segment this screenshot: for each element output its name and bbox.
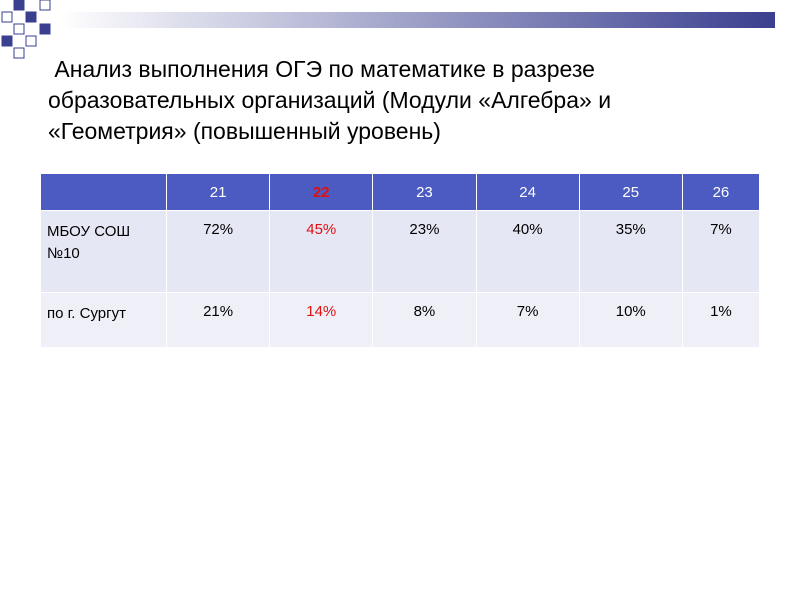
table-row: МБОУ СОШ №10 72% 45% 23% 40% 35% 7% <box>40 210 761 293</box>
column-header: 24 <box>475 173 580 211</box>
row-label-cell: по г. Сургут <box>40 292 167 348</box>
table-cell: 8% <box>372 292 477 348</box>
table-cell: 40% <box>475 210 580 293</box>
table-cell: 7% <box>681 210 761 293</box>
table-cell: 21% <box>165 292 271 348</box>
row-label: МБОУ СОШ №10 <box>47 223 131 262</box>
row-label: по г. Сургут <box>47 305 126 322</box>
column-header: 21 <box>165 173 271 211</box>
table-cell: 10% <box>578 292 683 348</box>
header-row: 21 22 23 24 25 26 <box>40 173 761 211</box>
table-cell: 14% <box>269 292 374 348</box>
column-header: 25 <box>578 173 683 211</box>
table-body: МБОУ СОШ №10 72% 45% 23% 40% 35% 7% по г. Сургу… <box>40 210 761 348</box>
table-cell: 72% <box>165 210 271 293</box>
column-header: 26 <box>681 173 761 211</box>
slide-title: Анализ выполнения ОГЭ по математике в ра… <box>48 56 618 144</box>
column-header: 22 <box>269 173 374 211</box>
table-cell: 23% <box>372 210 477 293</box>
squares <box>1 0 51 59</box>
row-label-cell: МБОУ СОШ №10 <box>40 210 167 293</box>
table-cell: 1% <box>681 292 761 348</box>
table-cell: 7% <box>475 292 580 348</box>
corner-cell <box>40 173 167 211</box>
results-table: 21 22 23 24 25 26 МБОУ СОШ №10 72% 45% 23% 40% 35%… <box>40 173 761 348</box>
column-header: 23 <box>372 173 477 211</box>
table-cell: 45% <box>269 210 374 293</box>
table-cell: 35% <box>578 210 683 293</box>
gradient-bar <box>60 12 775 28</box>
table-row: по г. Сургут 21% 14% 8% 7% 10% 1% <box>40 292 761 348</box>
decoration <box>1 0 775 59</box>
